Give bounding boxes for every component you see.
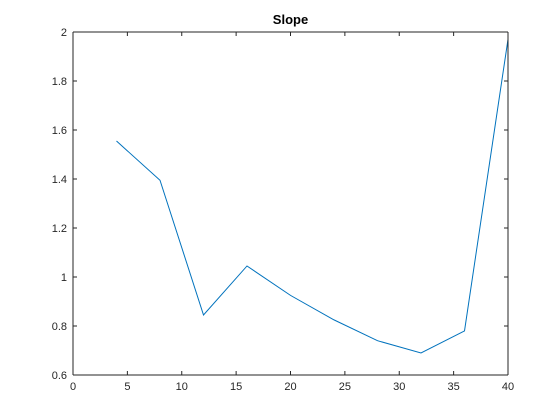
y-tick-label: 1 <box>61 272 67 284</box>
x-tick-label: 35 <box>448 381 460 393</box>
x-tick-label: 10 <box>176 381 188 393</box>
y-tick-label: 0.6 <box>52 370 67 382</box>
y-tick-label: 2 <box>61 27 67 39</box>
x-tick-label: 25 <box>339 381 351 393</box>
axes-layer: 0 5 10 15 20 25 30 35 40 0.6 0.8 1 1.2 1.4 1.6 1.8 2 <box>52 27 514 393</box>
series-layer <box>116 39 509 354</box>
x-tick-label: 30 <box>393 381 405 393</box>
x-tick-label: 15 <box>230 381 242 393</box>
chart-title: Slope <box>273 12 308 27</box>
x-tick-label: 20 <box>284 381 296 393</box>
y-tick-label: 0.8 <box>52 321 67 333</box>
y-tick-label: 1.6 <box>52 125 67 137</box>
series-line-0 <box>116 39 509 354</box>
y-tick-label: 1.4 <box>52 174 67 186</box>
y-tick-label: 1.2 <box>52 223 67 235</box>
x-tick-label: 40 <box>502 381 514 393</box>
y-tick-label: 1.8 <box>52 76 67 88</box>
x-tick-label: 0 <box>70 381 76 393</box>
plot-area <box>73 32 508 375</box>
x-tick-label: 5 <box>124 381 130 393</box>
